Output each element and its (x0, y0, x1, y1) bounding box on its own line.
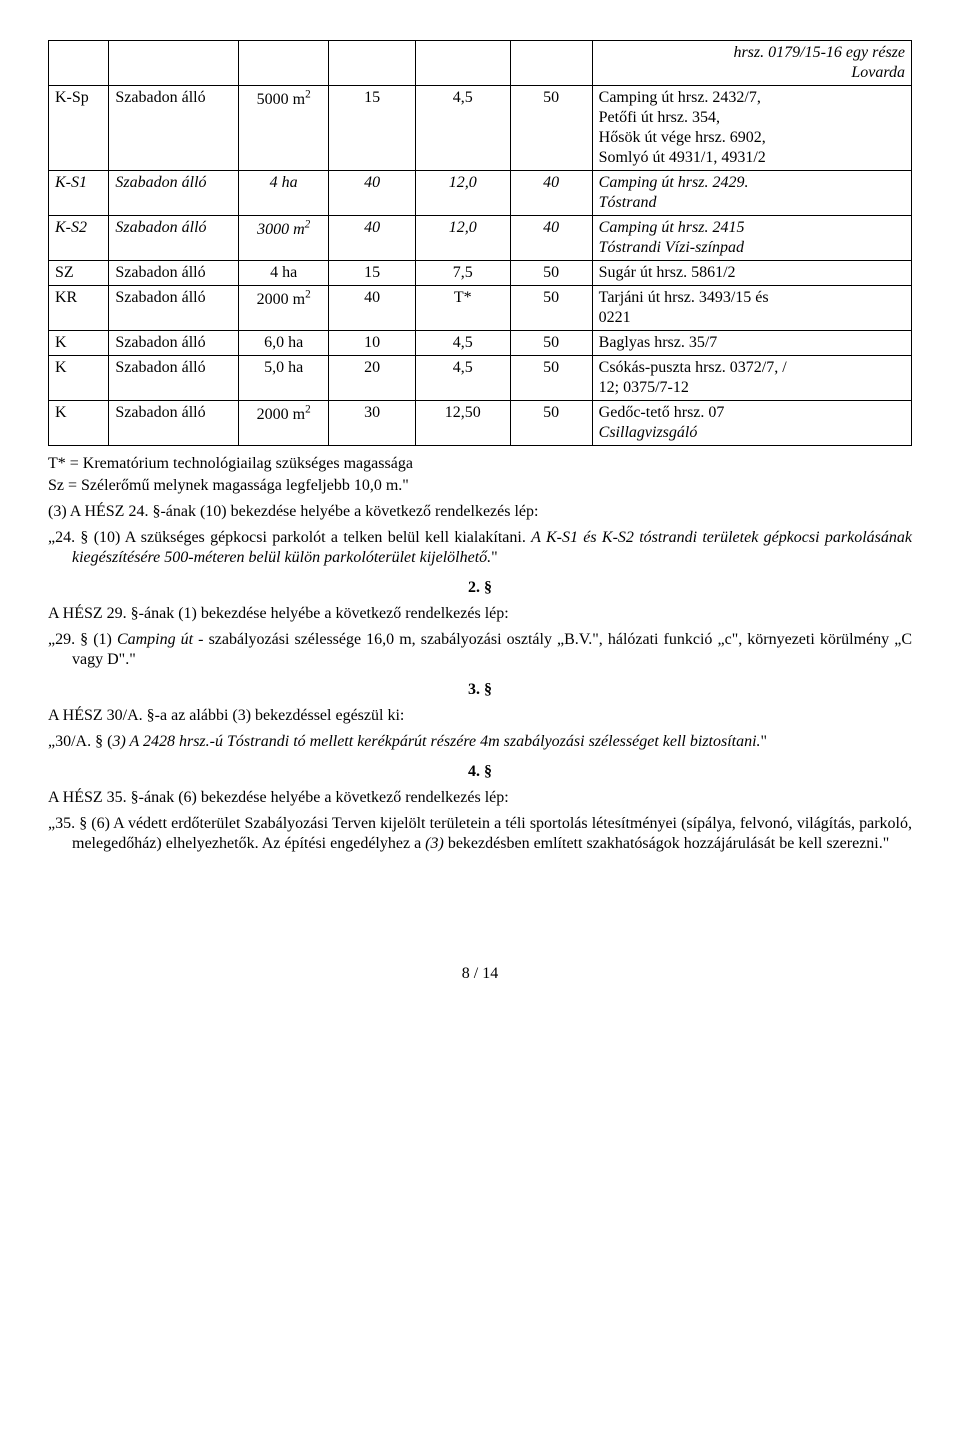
table-cell: K-Sp (49, 86, 109, 171)
quote-29-a: „29. § (1) (48, 631, 117, 648)
table-row: K-S2Szabadon álló3000 m24012,040Camping … (49, 216, 912, 261)
table-cell (109, 41, 238, 86)
table-cell: 2000 m2 (238, 286, 329, 331)
section-3-intro: A HÉSZ 30/A. §-a az alábbi (3) bekezdéss… (48, 706, 912, 726)
section-3-heading: 3. § (48, 680, 912, 700)
table-cell: 12,50 (415, 401, 510, 446)
table-cell: 12,0 (415, 216, 510, 261)
table-cell: Baglyas hrsz. 35/7 (592, 331, 911, 356)
table-cell: 50 (510, 86, 592, 171)
table-cell: Camping út hrsz. 2415Tóstrandi Vízi-szín… (592, 216, 911, 261)
table-row: KSzabadon álló5,0 ha204,550Csókás-puszta… (49, 356, 912, 401)
table-cell: Szabadon álló (109, 261, 238, 286)
zoning-table: hrsz. 0179/15-16 egy részeLovardaK-SpSza… (48, 40, 912, 446)
table-cell: 20 (329, 356, 415, 401)
table-row: KSzabadon álló6,0 ha104,550Baglyas hrsz.… (49, 331, 912, 356)
table-cell: 4,5 (415, 356, 510, 401)
table-row: K-S1Szabadon álló4 ha4012,040Camping út … (49, 171, 912, 216)
note-t-star: T* = Krematórium technológiailag szükség… (48, 454, 912, 474)
section-2-intro: A HÉSZ 29. §-ának (1) bekezdése helyébe … (48, 604, 912, 624)
table-cell: 40 (329, 171, 415, 216)
table-cell: hrsz. 0179/15-16 egy részeLovarda (592, 41, 911, 86)
table-cell (49, 41, 109, 86)
table-cell: 5000 m2 (238, 86, 329, 171)
table-cell: 15 (329, 261, 415, 286)
table-cell: 50 (510, 261, 592, 286)
quote-35-c: bekezdésben említett szakhatóságok hozzá… (444, 835, 889, 852)
table-cell: 3000 m2 (238, 216, 329, 261)
table-cell: Szabadon álló (109, 331, 238, 356)
table-cell: 4 ha (238, 261, 329, 286)
table-cell: 4 ha (238, 171, 329, 216)
quote-24: „24. § (10) A szükséges gépkocsi parkoló… (72, 528, 912, 568)
table-cell: K-S2 (49, 216, 109, 261)
table-row: hrsz. 0179/15-16 egy részeLovarda (49, 41, 912, 86)
table-cell: K (49, 356, 109, 401)
section-2-heading: 2. § (48, 578, 912, 598)
quote-24-close: " (491, 549, 498, 566)
table-cell: 2000 m2 (238, 401, 329, 446)
table-cell: Szabadon álló (109, 86, 238, 171)
table-cell: Szabadon álló (109, 216, 238, 261)
table-cell: Szabadon álló (109, 401, 238, 446)
table-cell: SZ (49, 261, 109, 286)
table-cell (510, 41, 592, 86)
table-cell: Csókás-puszta hrsz. 0372/7, /12; 0375/7-… (592, 356, 911, 401)
table-cell: 10 (329, 331, 415, 356)
table-cell: Sugár út hrsz. 5861/2 (592, 261, 911, 286)
table-cell: 4,5 (415, 86, 510, 171)
para-3: (3) A HÉSZ 24. §-ának (10) bekezdése hel… (48, 502, 912, 522)
note-sz: Sz = Szélerőmű melynek magassága legfelj… (48, 476, 912, 496)
table-cell: K (49, 331, 109, 356)
table-row: KSzabadon álló2000 m23012,5050Gedőc-tető… (49, 401, 912, 446)
table-cell: 50 (510, 331, 592, 356)
table-cell: Szabadon álló (109, 286, 238, 331)
table-cell: 15 (329, 86, 415, 171)
table-cell (415, 41, 510, 86)
table-cell: 12,0 (415, 171, 510, 216)
table-cell: 40 (329, 286, 415, 331)
quote-24-plain: „24. § (10) A szükséges gépkocsi parkoló… (48, 529, 531, 546)
table-cell: 40 (510, 171, 592, 216)
quote-30-a: „30/A. § ( (48, 733, 112, 750)
quote-29-c: - szabályozási szélessége 16,0 m, szabál… (72, 631, 912, 668)
table-row: KRSzabadon álló2000 m240T*50Tarjáni út h… (49, 286, 912, 331)
page-footer: 8 / 14 (48, 964, 912, 984)
table-cell: Tarjáni út hrsz. 3493/15 és0221 (592, 286, 911, 331)
table-cell: K (49, 401, 109, 446)
table-cell: Camping út hrsz. 2429.Tóstrand (592, 171, 911, 216)
table-cell (329, 41, 415, 86)
table-cell: 7,5 (415, 261, 510, 286)
table-row: SZSzabadon álló4 ha157,550Sugár út hrsz.… (49, 261, 912, 286)
table-row: K-SpSzabadon álló5000 m2154,550Camping ú… (49, 86, 912, 171)
quote-29-b: Camping út (117, 631, 193, 648)
table-cell: K-S1 (49, 171, 109, 216)
table-cell: Szabadon álló (109, 171, 238, 216)
table-cell: 40 (510, 216, 592, 261)
table-cell: Camping út hrsz. 2432/7,Petőfi út hrsz. … (592, 86, 911, 171)
table-cell: 5,0 ha (238, 356, 329, 401)
table-cell: 4,5 (415, 331, 510, 356)
table-cell: 40 (329, 216, 415, 261)
quote-30-c: " (761, 733, 768, 750)
quote-35: „35. § (6) A védett erdőterület Szabályo… (72, 814, 912, 854)
table-cell (238, 41, 329, 86)
section-4-intro: A HÉSZ 35. §-ának (6) bekezdése helyébe … (48, 788, 912, 808)
table-cell: 50 (510, 286, 592, 331)
table-cell: T* (415, 286, 510, 331)
quote-30: „30/A. § (3) A 2428 hrsz.-ú Tóstrandi tó… (72, 732, 912, 752)
table-cell: Szabadon álló (109, 356, 238, 401)
table-cell: 6,0 ha (238, 331, 329, 356)
table-cell: KR (49, 286, 109, 331)
table-cell: Gedőc-tető hrsz. 07Csillagvizsgáló (592, 401, 911, 446)
section-4-heading: 4. § (48, 762, 912, 782)
quote-29: „29. § (1) Camping út - szabályozási szé… (72, 630, 912, 670)
table-cell: 30 (329, 401, 415, 446)
quote-30-b: 3) A 2428 hrsz.-ú Tóstrandi tó mellett k… (112, 733, 760, 750)
table-cell: 50 (510, 401, 592, 446)
table-cell: 50 (510, 356, 592, 401)
quote-35-b: (3) (425, 835, 444, 852)
